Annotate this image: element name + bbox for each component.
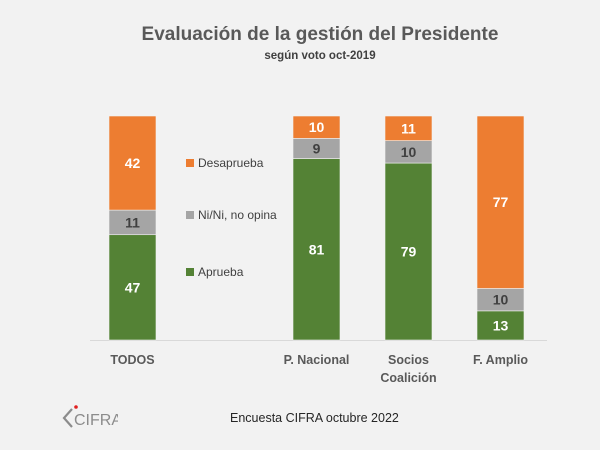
- data-label: 81: [309, 241, 325, 257]
- legend-swatch: [186, 268, 194, 276]
- category-label: Socios: [388, 353, 429, 367]
- bar-segment-desaprueba-2: [384, 115, 433, 141]
- data-label: 13: [493, 317, 509, 333]
- bar-segment-aprueba-1: [292, 158, 341, 341]
- bar-segment-aprueba-0: [108, 234, 157, 341]
- category-label: F. Amplio: [473, 353, 528, 367]
- data-label: 10: [401, 144, 417, 160]
- cifra-logo-icon: CIFRA: [62, 405, 122, 429]
- cifra-logo-text: CIFRA: [74, 412, 118, 429]
- chart-subtitle: según voto oct-2019: [264, 50, 376, 62]
- category-label: TODOS: [110, 353, 154, 367]
- legend-swatch: [186, 211, 194, 219]
- bar-segment-aprueba-3: [476, 310, 525, 341]
- category-label: P. Nacional: [284, 353, 350, 367]
- data-label: 47: [125, 279, 141, 295]
- category-label: Coalición: [380, 371, 436, 385]
- source-note: Encuesta CIFRA octubre 2022: [230, 411, 399, 425]
- legend-swatch: [186, 159, 194, 167]
- chart-title: Evaluación de la gestión del Presidente: [141, 24, 499, 45]
- legend-label: Aprueba: [198, 265, 244, 279]
- data-label: 77: [493, 194, 509, 210]
- data-label: 42: [125, 155, 141, 171]
- data-label: 9: [313, 140, 321, 156]
- bar-segment-desaprueba-1: [292, 115, 341, 139]
- data-label: 10: [493, 292, 509, 308]
- data-label: 10: [309, 119, 325, 135]
- cifra-logo: CIFRA: [62, 404, 122, 435]
- data-label: 79: [401, 244, 417, 260]
- legend-label: Desaprueba: [198, 156, 264, 170]
- data-label: 11: [125, 214, 140, 230]
- bar-segment-aprueba-2: [384, 162, 433, 341]
- legend-label: Ni/Ni, no opina: [198, 208, 277, 222]
- bar-segment-desaprueba-3: [476, 115, 525, 289]
- data-label: 11: [401, 120, 416, 136]
- bar-segment-desaprueba-0: [108, 115, 157, 211]
